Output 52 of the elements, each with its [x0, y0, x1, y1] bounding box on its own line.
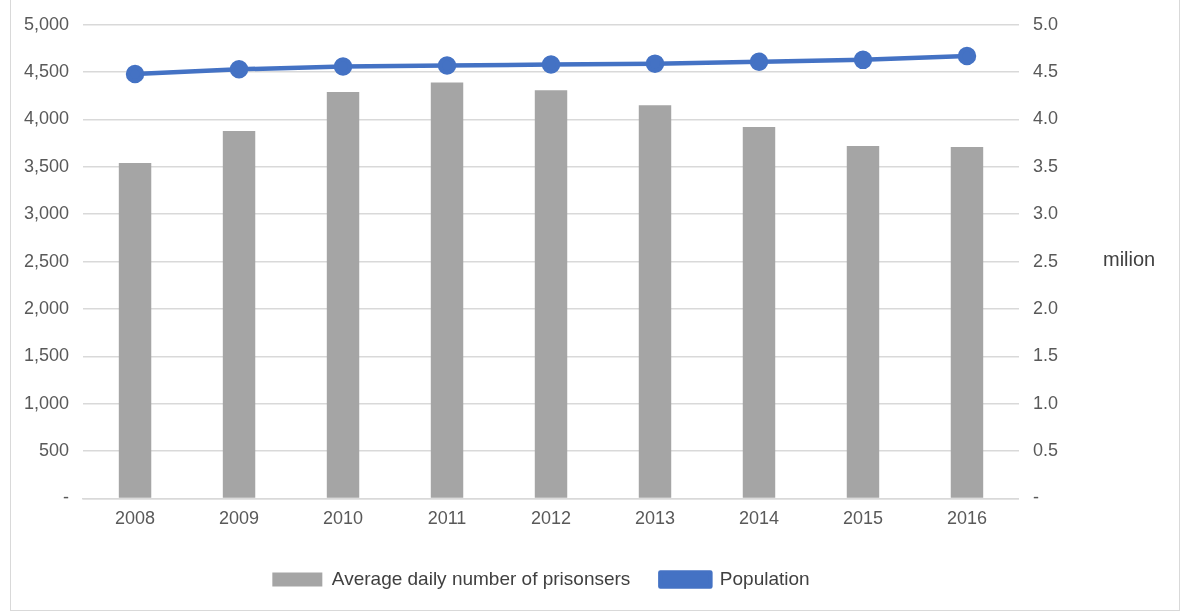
point [333, 57, 353, 76]
y2-tick-label: 3.5 [1032, 155, 1059, 176]
bar [950, 146, 984, 498]
bar [534, 90, 568, 498]
y2-tick-label: 4.0 [1032, 108, 1059, 129]
x-tick-label: 2012 [530, 508, 572, 529]
x-tick-label: 2015 [842, 508, 884, 529]
y-tick-label: 2,000 [24, 297, 70, 318]
bar [742, 127, 776, 498]
x-tick-label: 2016 [946, 508, 987, 529]
bar [326, 92, 360, 498]
y2-tick-label: 4.5 [1032, 61, 1059, 82]
y2-tick-label: 2.5 [1032, 250, 1059, 271]
y-tick-label: 3,000 [24, 203, 70, 224]
y2-tick-label: 2.0 [1032, 297, 1059, 318]
point [853, 50, 873, 70]
x-tick-label: 2009 [219, 508, 260, 529]
point [645, 54, 665, 73]
point [125, 64, 145, 84]
x-tick-label: 2011 [427, 508, 467, 529]
point [957, 46, 977, 66]
y-tick-label: 4,000 [24, 108, 70, 129]
y2-tick-label: - [1032, 487, 1039, 508]
y-tick-label: - [63, 487, 70, 508]
y-tick-label: 5,000 [24, 13, 70, 34]
x-tick-label: 2014 [738, 508, 780, 529]
y2-axis-title: milion [1103, 248, 1156, 271]
bar [222, 130, 256, 498]
bar [638, 105, 672, 498]
y-tick-label: 1,500 [24, 345, 70, 366]
legend-label: Average daily number of prisonsers [331, 567, 631, 589]
x-tick-label: 2013 [634, 508, 676, 529]
y2-tick-label: 3.0 [1032, 203, 1059, 224]
bar [430, 82, 464, 498]
y-tick-label: 4,500 [24, 61, 70, 82]
y2-tick-label: 1.5 [1032, 345, 1059, 366]
point [229, 60, 249, 79]
x-tick-label: 2008 [115, 508, 156, 529]
x-tick-label: 2010 [323, 508, 364, 529]
y-tick-label: 3,500 [24, 155, 70, 176]
y-tick-label: 1,000 [24, 392, 70, 413]
y2-tick-label: 5.0 [1032, 13, 1059, 34]
point [437, 56, 457, 75]
y2-tick-label: 1.0 [1032, 392, 1059, 413]
y-tick-label: 500 [39, 440, 70, 461]
point [749, 52, 769, 71]
point [541, 55, 561, 74]
y-tick-label: 2,500 [24, 250, 70, 271]
legend-label: Population [719, 567, 810, 589]
bar [118, 163, 152, 498]
y2-tick-label: 0.5 [1032, 440, 1059, 461]
bar [846, 146, 880, 498]
